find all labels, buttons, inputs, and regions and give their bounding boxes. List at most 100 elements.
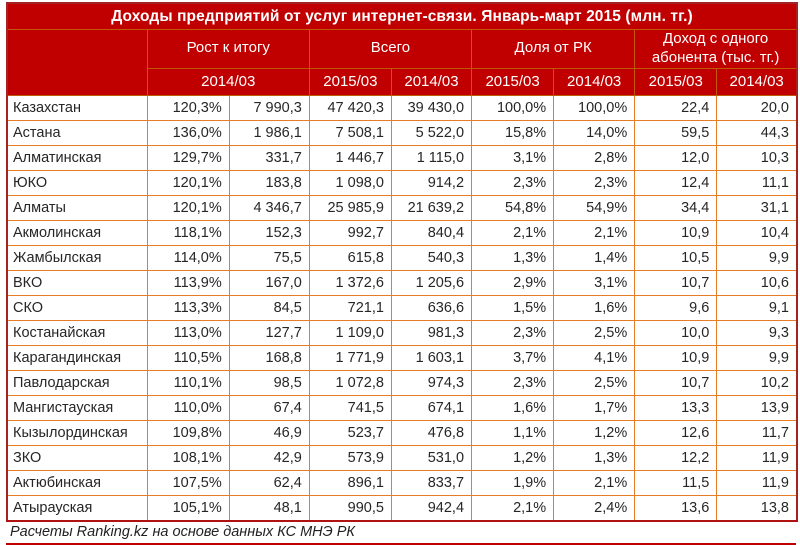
subheader-total-2015: 2015/03 xyxy=(308,67,392,96)
region-cell: Жамбылская xyxy=(6,244,148,271)
value-cell: 48,1 xyxy=(228,494,310,521)
value-cell: 136,0% xyxy=(146,119,230,146)
value-cell: 1,1% xyxy=(471,419,555,446)
value-cell: 14,0% xyxy=(553,119,636,146)
value-cell: 896,1 xyxy=(308,469,392,496)
value-cell: 12,6 xyxy=(634,419,718,446)
value-cell: 531,0 xyxy=(390,444,473,471)
value-cell: 12,4 xyxy=(634,169,718,196)
value-cell: 84,5 xyxy=(228,294,310,321)
value-cell: 107,5% xyxy=(146,469,230,496)
value-cell: 11,9 xyxy=(716,444,798,471)
value-cell: 721,1 xyxy=(308,294,392,321)
region-cell: Казахстан xyxy=(6,94,148,121)
value-cell: 100,0% xyxy=(471,94,555,121)
value-cell: 992,7 xyxy=(308,219,392,246)
value-cell: 1,7% xyxy=(553,394,636,421)
table-body: Казахстан 120,3% 7 990,3 47 420,3 39 430,0 10… xyxy=(6,94,798,521)
value-cell: 1,2% xyxy=(471,444,555,471)
value-cell: 2,4% xyxy=(553,494,636,521)
value-cell: 9,9 xyxy=(716,344,798,371)
value-cell: 10,9 xyxy=(634,219,718,246)
page-title: Доходы предприятий от услуг интернет-свя… xyxy=(6,2,798,30)
table-header: Доходы предприятий от услуг интернет-свя… xyxy=(6,2,798,96)
value-cell: 118,1% xyxy=(146,219,230,246)
value-cell: 674,1 xyxy=(390,394,473,421)
report-container: Доходы предприятий от услуг интернет-свя… xyxy=(6,2,798,545)
value-cell: 1,4% xyxy=(553,244,636,271)
footer-note: Расчеты Ranking.kz на основе данных КС М… xyxy=(6,522,796,545)
value-cell: 1 115,0 xyxy=(390,144,473,171)
value-cell: 108,1% xyxy=(146,444,230,471)
value-cell: 3,1% xyxy=(553,269,636,296)
subheader-share-2015: 2015/03 xyxy=(471,67,555,96)
group-header-share: Доля от РК xyxy=(471,29,636,69)
value-cell: 1 109,0 xyxy=(308,319,392,346)
value-cell: 2,1% xyxy=(553,469,636,496)
value-cell: 1 372,6 xyxy=(308,269,392,296)
region-cell: Акмолинская xyxy=(6,219,148,246)
value-cell: 114,0% xyxy=(146,244,230,271)
value-cell: 7 990,3 xyxy=(228,94,310,121)
table-row: Алматинская 129,7% 331,7 1 446,7 1 115,0 3,1%… xyxy=(6,144,798,171)
table-row: Алматы 120,1% 4 346,7 25 985,9 21 639,2 54,8%… xyxy=(6,194,798,221)
value-cell: 183,8 xyxy=(228,169,310,196)
table-row: ЗКО 108,1% 42,9 573,9 531,0 1,2% 1,3% 12,2 11,9 xyxy=(6,444,798,471)
value-cell: 2,3% xyxy=(553,169,636,196)
value-cell: 1 446,7 xyxy=(308,144,392,171)
value-cell: 2,1% xyxy=(553,219,636,246)
region-cell: Актюбинская xyxy=(6,469,148,496)
value-cell: 20,0 xyxy=(716,94,798,121)
value-cell: 974,3 xyxy=(390,369,473,396)
table-row: Карагандинская 110,5% 168,8 1 771,9 1 603,1 3… xyxy=(6,344,798,371)
value-cell: 914,2 xyxy=(390,169,473,196)
region-cell: ВКО xyxy=(6,269,148,296)
value-cell: 54,8% xyxy=(471,194,555,221)
value-cell: 476,8 xyxy=(390,419,473,446)
region-cell: Алматинская xyxy=(6,144,148,171)
value-cell: 2,3% xyxy=(471,369,555,396)
value-cell: 75,5 xyxy=(228,244,310,271)
value-cell: 615,8 xyxy=(308,244,392,271)
value-cell: 152,3 xyxy=(228,219,310,246)
subheader-row: 2014/03 2015/03 2014/03 2015/03 2014/03 … xyxy=(7,67,798,96)
value-cell: 167,0 xyxy=(228,269,310,296)
value-cell: 10,9 xyxy=(634,344,718,371)
subheader-share-2014: 2014/03 xyxy=(553,67,636,96)
value-cell: 113,9% xyxy=(146,269,230,296)
value-cell: 4,1% xyxy=(553,344,636,371)
table-row: ВКО 113,9% 167,0 1 372,6 1 205,6 2,9% 3,1% 10,7… xyxy=(6,269,798,296)
region-cell: Карагандинская xyxy=(6,344,148,371)
value-cell: 3,1% xyxy=(471,144,555,171)
value-cell: 1 986,1 xyxy=(228,119,310,146)
region-cell: Павлодарская xyxy=(6,369,148,396)
value-cell: 25 985,9 xyxy=(308,194,392,221)
value-cell: 110,1% xyxy=(146,369,230,396)
table-row: Кызылординская 109,8% 46,9 523,7 476,8 1,1% 1,… xyxy=(6,419,798,446)
value-cell: 34,4 xyxy=(634,194,718,221)
value-cell: 168,8 xyxy=(228,344,310,371)
region-cell: Мангистауская xyxy=(6,394,148,421)
value-cell: 1 205,6 xyxy=(390,269,473,296)
value-cell: 7 508,1 xyxy=(308,119,392,146)
subheader-arpu-2014: 2014/03 xyxy=(716,67,798,96)
value-cell: 113,0% xyxy=(146,319,230,346)
value-cell: 10,3 xyxy=(716,144,798,171)
value-cell: 4 346,7 xyxy=(228,194,310,221)
table-row: Атырауская 105,1% 48,1 990,5 942,4 2,1% 2,4% 13… xyxy=(6,494,798,521)
value-cell: 11,5 xyxy=(634,469,718,496)
value-cell: 10,2 xyxy=(716,369,798,396)
region-cell: Костанайская xyxy=(6,319,148,346)
value-cell: 113,3% xyxy=(146,294,230,321)
value-cell: 990,5 xyxy=(308,494,392,521)
value-cell: 9,3 xyxy=(716,319,798,346)
group-header-growth: Рост к итогу xyxy=(146,29,310,69)
value-cell: 10,7 xyxy=(634,269,718,296)
value-cell: 5 522,0 xyxy=(390,119,473,146)
table-row: Астана 136,0% 1 986,1 7 508,1 5 522,0 15,8% 14… xyxy=(6,119,798,146)
value-cell: 39 430,0 xyxy=(390,94,473,121)
value-cell: 98,5 xyxy=(228,369,310,396)
value-cell: 22,4 xyxy=(634,94,718,121)
table-row: Костанайская 113,0% 127,7 1 109,0 981,3 2,3% 2… xyxy=(6,319,798,346)
group-header-row: Рост к итогу Всего Доля от РК Доход с од… xyxy=(6,29,798,96)
